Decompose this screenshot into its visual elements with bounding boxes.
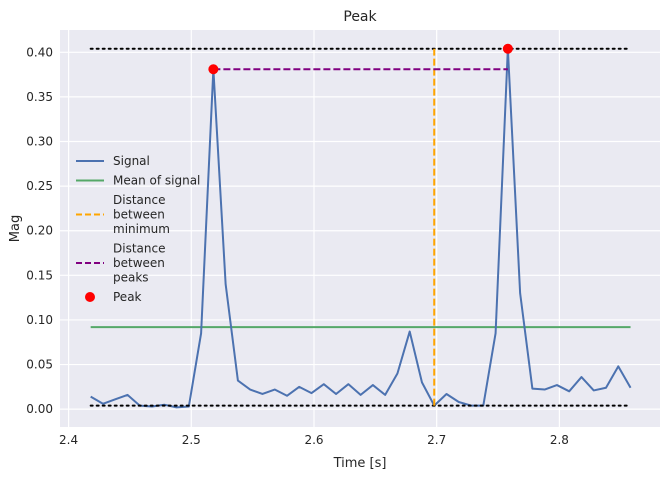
legend-label: Peak <box>113 290 142 304</box>
y-tick-label: 0.35 <box>26 90 53 104</box>
legend-label: Mean of signal <box>113 174 200 188</box>
y-tick-label: 0.00 <box>26 402 53 416</box>
x-axis-label: Time [s] <box>333 456 387 471</box>
grid <box>60 30 660 427</box>
x-tick-label: 2.8 <box>550 433 569 447</box>
x-tick-label: 2.7 <box>427 433 446 447</box>
y-axis-label: Mag <box>8 215 23 242</box>
chart-title: Peak <box>343 9 377 25</box>
signal-line <box>90 47 632 409</box>
y-tick-label: 0.30 <box>26 135 53 149</box>
x-tick-label: 2.5 <box>182 433 201 447</box>
legend-label: Distance <box>113 242 165 256</box>
legend-label: peaks <box>113 271 149 285</box>
legend-label: minimum <box>113 222 170 236</box>
legend-label: between <box>113 208 165 222</box>
x-tick-label: 2.6 <box>304 433 323 447</box>
y-tick-label: 0.20 <box>26 224 53 238</box>
y-tick-label: 0.10 <box>26 313 53 327</box>
y-tick-label: 0.15 <box>26 268 53 282</box>
data-layer <box>89 43 632 409</box>
plot-background <box>60 30 660 427</box>
y-tick-label: 0.40 <box>26 45 53 59</box>
legend-label: between <box>113 256 165 270</box>
x-tick-label: 2.4 <box>59 433 78 447</box>
peak-marker <box>502 43 513 54</box>
peak-marker <box>208 64 219 75</box>
y-tick-label: 0.05 <box>26 358 53 372</box>
axes: 2.4 2.5 2.6 2.7 2.8 0.00 0.05 0.10 0.15 0.20 0.25 0… <box>26 45 569 447</box>
y-tick-label: 0.25 <box>26 179 53 193</box>
legend-label: Distance <box>113 193 165 207</box>
legend-label: Signal <box>113 154 150 168</box>
legend-swatch <box>85 292 95 302</box>
